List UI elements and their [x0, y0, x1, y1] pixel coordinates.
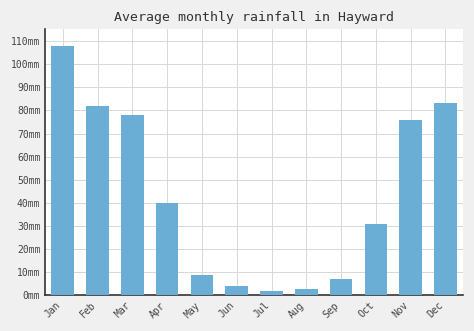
- Bar: [330, 279, 352, 296]
- Title: Average monthly rainfall in Hayward: Average monthly rainfall in Hayward: [114, 11, 394, 24]
- Bar: [156, 203, 178, 296]
- Bar: [121, 115, 144, 296]
- Bar: [365, 224, 387, 296]
- Bar: [52, 46, 74, 296]
- Bar: [86, 106, 109, 296]
- Bar: [260, 291, 283, 296]
- Bar: [295, 289, 318, 296]
- Bar: [434, 104, 457, 296]
- Bar: [191, 275, 213, 296]
- Bar: [226, 286, 248, 296]
- Bar: [400, 120, 422, 296]
